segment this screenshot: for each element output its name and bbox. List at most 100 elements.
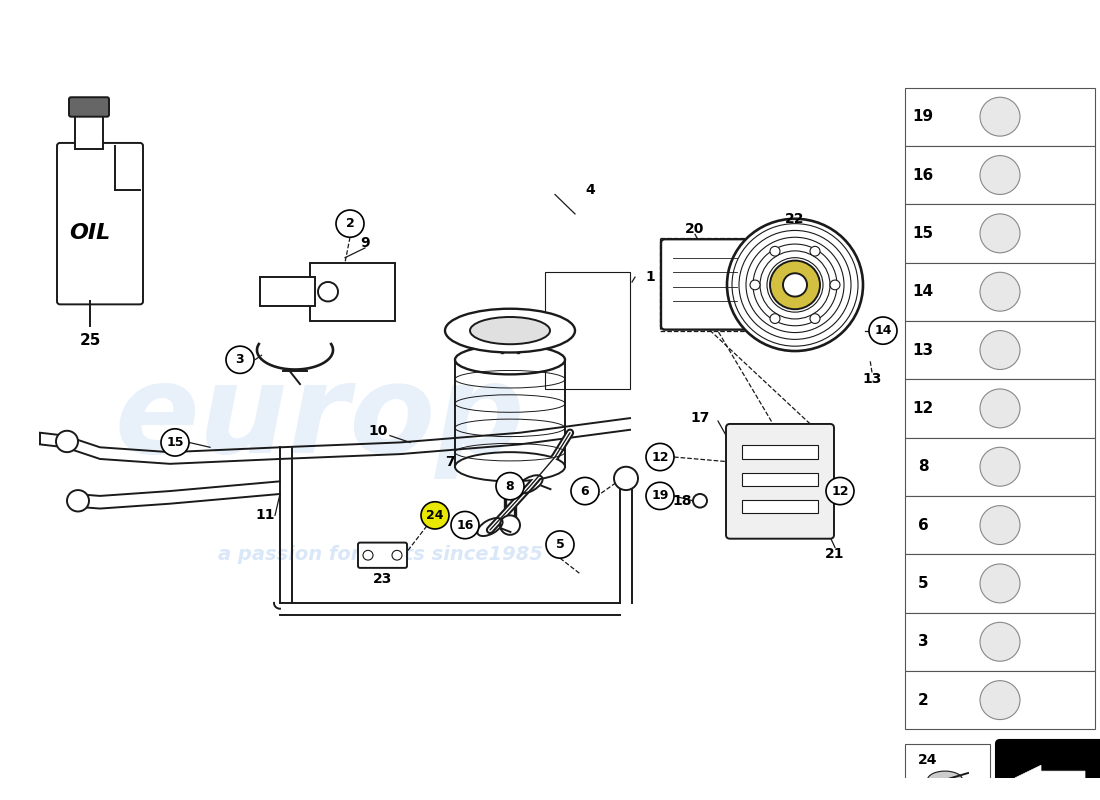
Text: 20: 20	[685, 222, 705, 235]
Bar	[905, 744, 990, 800]
Circle shape	[451, 511, 478, 538]
Circle shape	[770, 314, 780, 323]
Text: 25: 25	[79, 333, 101, 348]
Polygon shape	[116, 146, 140, 190]
Text: 24: 24	[918, 753, 937, 766]
Text: OIL: OIL	[69, 223, 111, 243]
Circle shape	[980, 622, 1020, 662]
Ellipse shape	[470, 317, 550, 344]
Text: 422 03: 422 03	[1023, 790, 1077, 800]
Bar	[905, 554, 1094, 613]
Circle shape	[869, 317, 896, 344]
Polygon shape	[1015, 766, 1085, 790]
Bar	[742, 500, 818, 514]
Bar	[905, 438, 1094, 496]
Circle shape	[571, 478, 600, 505]
Bar	[742, 473, 818, 486]
Circle shape	[980, 214, 1020, 253]
Circle shape	[546, 531, 574, 558]
Text: 9: 9	[360, 236, 370, 250]
Circle shape	[810, 246, 820, 256]
Text: 19: 19	[651, 490, 669, 502]
Circle shape	[336, 210, 364, 238]
Text: 11: 11	[255, 508, 275, 522]
Text: 2: 2	[917, 693, 928, 708]
Circle shape	[980, 389, 1020, 428]
Text: 23: 23	[373, 571, 393, 586]
Text: 14: 14	[874, 324, 892, 337]
Bar	[905, 204, 1094, 262]
Text: 15: 15	[166, 436, 184, 449]
FancyBboxPatch shape	[996, 740, 1100, 800]
Bar	[905, 671, 1094, 730]
Text: 2: 2	[345, 217, 354, 230]
Text: 7: 7	[446, 455, 454, 469]
Circle shape	[363, 550, 373, 560]
Circle shape	[646, 482, 674, 510]
Text: 8: 8	[506, 480, 515, 493]
Bar	[310, 262, 395, 321]
Text: 3: 3	[917, 634, 928, 650]
Circle shape	[161, 429, 189, 456]
Circle shape	[67, 490, 89, 511]
Circle shape	[770, 246, 780, 256]
Circle shape	[392, 550, 402, 560]
Bar	[905, 87, 1094, 146]
Bar	[905, 379, 1094, 438]
Bar	[544, 272, 630, 389]
Text: 15: 15	[912, 226, 934, 241]
Circle shape	[980, 155, 1020, 194]
Ellipse shape	[455, 345, 565, 374]
Text: 16: 16	[456, 518, 474, 531]
Circle shape	[980, 506, 1020, 545]
Bar	[905, 146, 1094, 204]
FancyBboxPatch shape	[358, 542, 407, 568]
Text: 16: 16	[912, 167, 934, 182]
Circle shape	[614, 466, 638, 490]
Circle shape	[980, 98, 1020, 136]
Circle shape	[783, 274, 807, 297]
Circle shape	[826, 478, 854, 505]
FancyBboxPatch shape	[726, 424, 834, 538]
Text: 17: 17	[691, 411, 710, 425]
Text: 12: 12	[651, 450, 669, 463]
Bar	[742, 446, 818, 459]
Circle shape	[980, 564, 1020, 603]
Ellipse shape	[446, 309, 575, 353]
Text: 5: 5	[556, 538, 564, 551]
Bar	[905, 321, 1094, 379]
Text: 8: 8	[917, 459, 928, 474]
Text: 5: 5	[917, 576, 928, 591]
Circle shape	[750, 280, 760, 290]
Circle shape	[496, 473, 524, 500]
Bar	[75, 112, 103, 149]
Circle shape	[980, 330, 1020, 370]
Bar	[660, 238, 755, 330]
Text: 1: 1	[645, 270, 654, 284]
FancyBboxPatch shape	[69, 98, 109, 117]
Circle shape	[980, 681, 1020, 719]
Text: 24: 24	[427, 509, 443, 522]
Text: 18: 18	[672, 494, 692, 508]
Circle shape	[810, 314, 820, 323]
Text: 13: 13	[862, 372, 882, 386]
FancyBboxPatch shape	[661, 239, 749, 330]
Circle shape	[646, 443, 674, 470]
Circle shape	[770, 261, 820, 310]
Ellipse shape	[455, 452, 565, 482]
Circle shape	[500, 515, 520, 535]
Bar	[260, 277, 315, 306]
Circle shape	[727, 218, 864, 351]
Ellipse shape	[927, 771, 962, 789]
Circle shape	[226, 346, 254, 374]
FancyBboxPatch shape	[57, 143, 143, 304]
Text: 12: 12	[912, 401, 934, 416]
Bar	[905, 613, 1094, 671]
Circle shape	[980, 447, 1020, 486]
Circle shape	[693, 494, 707, 507]
Circle shape	[318, 282, 338, 302]
Text: 4: 4	[585, 182, 595, 197]
Text: europ: europ	[114, 358, 526, 478]
Text: 13: 13	[912, 342, 934, 358]
Circle shape	[421, 502, 449, 529]
